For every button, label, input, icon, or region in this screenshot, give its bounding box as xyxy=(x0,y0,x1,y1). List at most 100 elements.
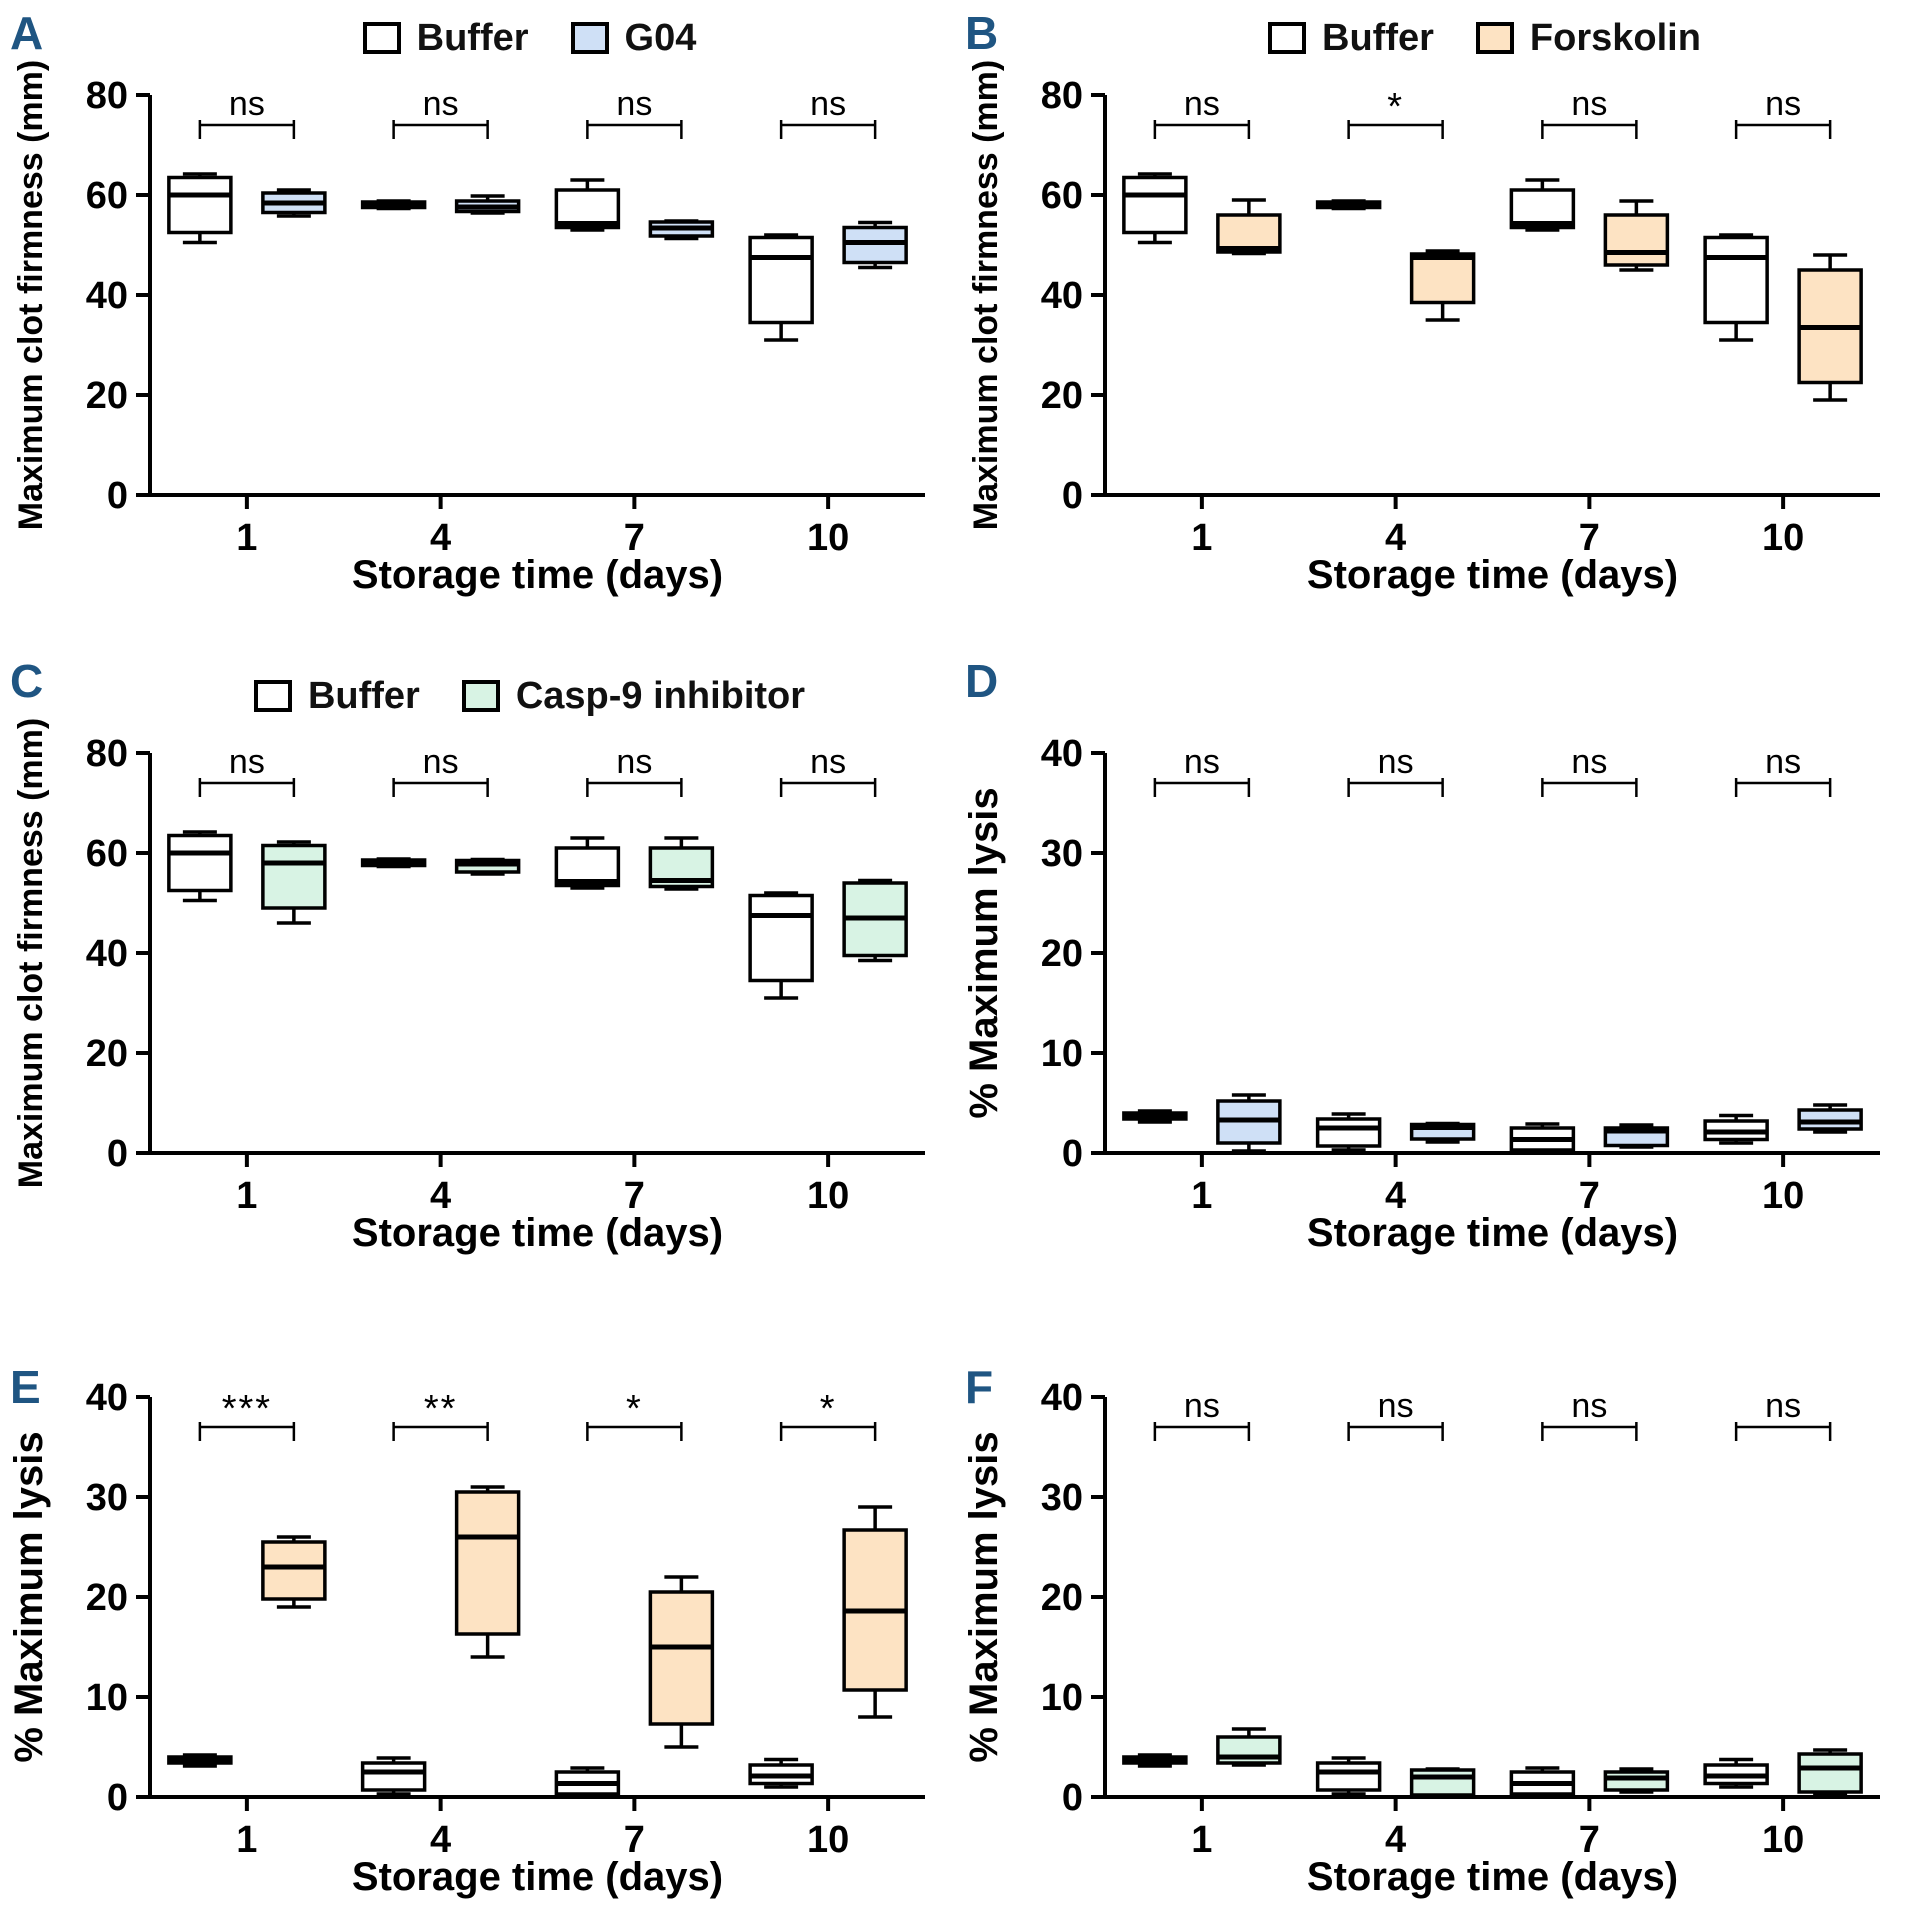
box-group xyxy=(1216,198,1282,256)
box xyxy=(1216,213,1282,254)
legend-B: Buffer Forskolin xyxy=(955,6,1910,70)
panel-B: B Buffer Forskolin 0 20 40 60 80 Maximum clot… xyxy=(955,0,1910,597)
series-buffer xyxy=(1122,1753,1769,1798)
panel-E: E 0 10 20 30 40 % Maximum lysis 1 4 7 10 Storage t… xyxy=(0,1264,955,1899)
panel-F: F 0 10 20 30 40 % Maximum lysis 1 4 7 10 Storage t… xyxy=(955,1264,1910,1899)
x-ticks: 1 4 7 10 xyxy=(236,495,849,559)
box-group xyxy=(261,840,327,925)
x-tick-label: 1 xyxy=(1191,1175,1212,1217)
box xyxy=(648,1590,715,1726)
x-tick-label: 1 xyxy=(236,1819,257,1861)
legend-swatch-buffer xyxy=(253,680,292,712)
x-tick-label: 1 xyxy=(1191,1819,1212,1861)
x-tick-label: 4 xyxy=(1385,517,1406,559)
series-casp-9-inhibitor xyxy=(261,836,908,963)
panel-label-E: E xyxy=(10,1361,41,1413)
legend-label-g04: G04 xyxy=(624,16,697,59)
y-axis-title: % Maximum lysis xyxy=(962,1431,1006,1762)
sig-label: ns xyxy=(810,743,846,781)
x-tick-label: 10 xyxy=(1762,1175,1804,1217)
box-group xyxy=(1509,178,1576,232)
legend-label-buffer: Buffer xyxy=(416,16,529,59)
y-tick-label: 60 xyxy=(86,833,128,875)
sig-label: ns xyxy=(1765,743,1801,781)
x-tick-label: 4 xyxy=(430,1819,451,1861)
box-group xyxy=(1509,1122,1576,1154)
sig-label: ns xyxy=(1765,1387,1801,1425)
box-group xyxy=(1603,1767,1670,1794)
boxplot-D: 0 10 20 30 40 % Maximum lysis 1 4 7 10 Storage tim… xyxy=(955,728,1905,1255)
box-group xyxy=(1216,1093,1282,1153)
panel-D: D 0 10 20 30 40 % Maximum lysis 1 4 7 10 Storage t… xyxy=(955,606,1910,1255)
y-tick-label: 80 xyxy=(86,733,128,775)
box-group xyxy=(167,830,233,903)
y-ticks: 0 20 40 60 80 xyxy=(86,733,150,1175)
box-group xyxy=(554,178,621,232)
series-g04 xyxy=(261,188,908,270)
y-tick-label: 10 xyxy=(1041,1677,1083,1719)
box-group xyxy=(1797,253,1863,402)
legend-swatch-g04 xyxy=(570,22,609,54)
box-group xyxy=(1122,1109,1188,1124)
sig-label: *** xyxy=(222,1388,272,1430)
boxplot-svg-C: 0 20 40 60 80 Maximum clot firmness (mm) 1 4 7 10… xyxy=(12,718,925,1255)
x-tick-label: 7 xyxy=(1579,517,1600,559)
box xyxy=(748,893,814,983)
box xyxy=(1797,1752,1863,1794)
box-group xyxy=(454,1485,521,1659)
y-tick-label: 0 xyxy=(1062,1777,1083,1819)
boxplot-A: 0 20 40 60 80 Maximum clot firmness (mm) 1 4 7 10… xyxy=(0,60,950,597)
y-tick-label: 0 xyxy=(107,475,128,517)
y-tick-label: 20 xyxy=(1041,933,1083,975)
x-ticks: 1 4 7 10 xyxy=(236,1153,849,1217)
significance: ns ns ns ns xyxy=(1153,1387,1832,1441)
sig-label: ns xyxy=(229,85,265,123)
sig-label: * xyxy=(626,1388,643,1430)
box-group xyxy=(842,220,908,270)
series-buffer xyxy=(167,830,814,1000)
box-group xyxy=(748,233,814,342)
y-tick-label: 40 xyxy=(1041,275,1083,317)
y-tick-label: 0 xyxy=(1062,1133,1083,1175)
box-group xyxy=(554,1766,621,1798)
panel-label-A: A xyxy=(10,7,44,59)
sig-label: ns xyxy=(1184,1387,1220,1425)
box-group xyxy=(167,172,233,245)
box xyxy=(1703,235,1769,325)
x-tick-label: 10 xyxy=(807,517,849,559)
x-ticks: 1 4 7 10 xyxy=(1191,495,1804,559)
sig-label: ns xyxy=(1378,743,1414,781)
box-group xyxy=(454,194,521,215)
box-group xyxy=(261,188,327,218)
sig-label: ns xyxy=(423,85,459,123)
box-group xyxy=(648,836,715,891)
box xyxy=(167,175,233,235)
legend-swatch-buffer xyxy=(362,22,401,54)
x-tick-label: 10 xyxy=(1762,517,1804,559)
x-tick-label: 7 xyxy=(624,1175,645,1217)
box xyxy=(1315,1761,1382,1792)
box xyxy=(1603,1770,1670,1792)
x-ticks: 1 4 7 10 xyxy=(1191,1153,1804,1217)
panel-label-D: D xyxy=(965,655,999,707)
y-ticks: 0 20 40 60 80 xyxy=(86,75,150,517)
x-tick-label: 10 xyxy=(807,1819,849,1861)
box-group xyxy=(1703,1757,1769,1789)
y-tick-label: 10 xyxy=(86,1677,128,1719)
x-axis-title: Storage time (days) xyxy=(1307,553,1678,597)
significance: ns * ns ns xyxy=(1153,85,1832,139)
y-tick-label: 40 xyxy=(1041,733,1083,775)
x-axis-title: Storage time (days) xyxy=(352,1211,723,1255)
y-ticks: 0 20 40 60 80 xyxy=(1041,75,1105,517)
y-ticks: 0 10 20 30 40 xyxy=(1041,733,1105,1175)
legend-swatch-forskolin xyxy=(1475,22,1514,54)
y-tick-label: 80 xyxy=(86,75,128,117)
y-tick-label: 20 xyxy=(86,1577,128,1619)
y-tick-label: 40 xyxy=(86,933,128,975)
x-ticks: 1 4 7 10 xyxy=(236,1797,849,1861)
sig-label: ns xyxy=(616,743,652,781)
y-tick-label: 60 xyxy=(1041,175,1083,217)
sig-label: ns xyxy=(810,85,846,123)
y-tick-label: 40 xyxy=(86,1377,128,1419)
